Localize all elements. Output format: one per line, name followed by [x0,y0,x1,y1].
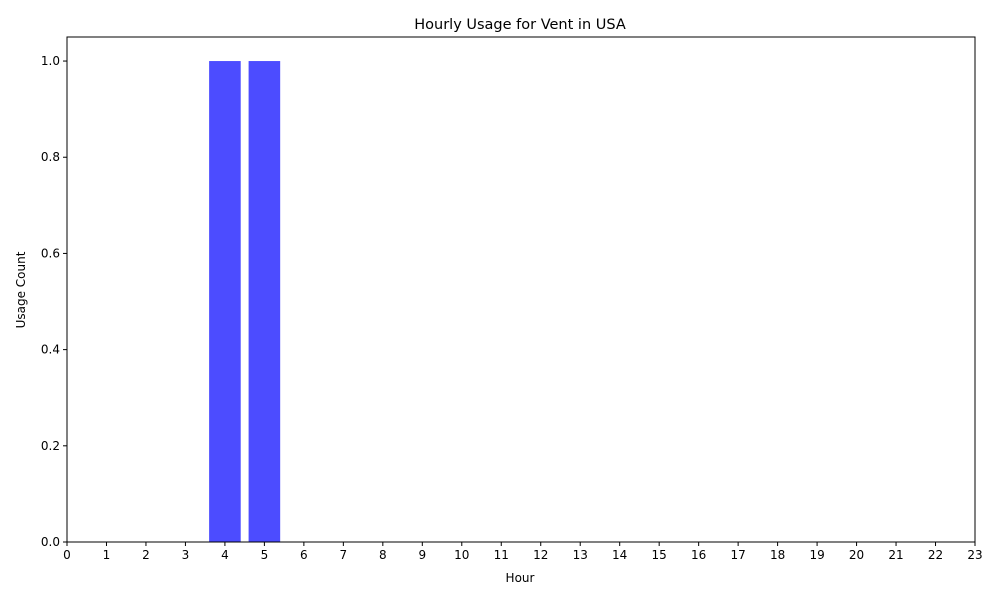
x-tick-label: 1 [103,548,111,562]
x-tick-label: 19 [809,548,824,562]
bars [209,61,281,543]
x-tick-label: 11 [494,548,509,562]
x-tick-label: 20 [849,548,864,562]
x-tick-label: 7 [340,548,348,562]
x-tick-label: 4 [221,548,229,562]
x-tick-label: 18 [770,548,785,562]
y-tick-label: 0.0 [41,535,60,549]
x-tick-label: 5 [261,548,269,562]
x-axis-label: Hour [506,571,535,585]
x-tick-label: 13 [573,548,588,562]
y-axis-label: Usage Count [14,251,28,328]
y-tick-label: 0.2 [41,439,60,453]
x-tick-label: 21 [888,548,903,562]
x-tick-label: 0 [63,548,71,562]
x-tick-label: 23 [967,548,982,562]
x-tick-label: 8 [379,548,387,562]
bar-hour-4 [209,61,241,543]
x-tick-label: 12 [533,548,548,562]
y-tick-label: 1.0 [41,54,60,68]
x-tick-label: 16 [691,548,706,562]
x-axis-ticks: 0 1 2 3 4 5 6 7 8 9 10 11 12 13 14 15 16 17 18 19 20 21 22 23 [63,542,983,562]
x-tick-label: 9 [418,548,426,562]
bar-hour-5 [248,61,281,543]
chart-title: Hourly Usage for Vent in USA [414,17,626,33]
y-tick-label: 0.8 [41,150,60,164]
y-tick-label: 0.4 [41,343,60,357]
x-tick-label: 15 [652,548,667,562]
plot-frame [66,36,976,543]
x-tick-label: 14 [612,548,627,562]
x-tick-label: 10 [454,548,469,562]
y-tick-label: 0.6 [41,246,60,260]
y-axis-ticks: 0.0 0.2 0.4 0.6 0.8 1.0 [41,54,67,549]
x-tick-label: 2 [142,548,150,562]
x-tick-label: 6 [300,548,308,562]
x-tick-label: 22 [928,548,943,562]
x-tick-label: 17 [730,548,745,562]
x-tick-label: 3 [182,548,190,562]
